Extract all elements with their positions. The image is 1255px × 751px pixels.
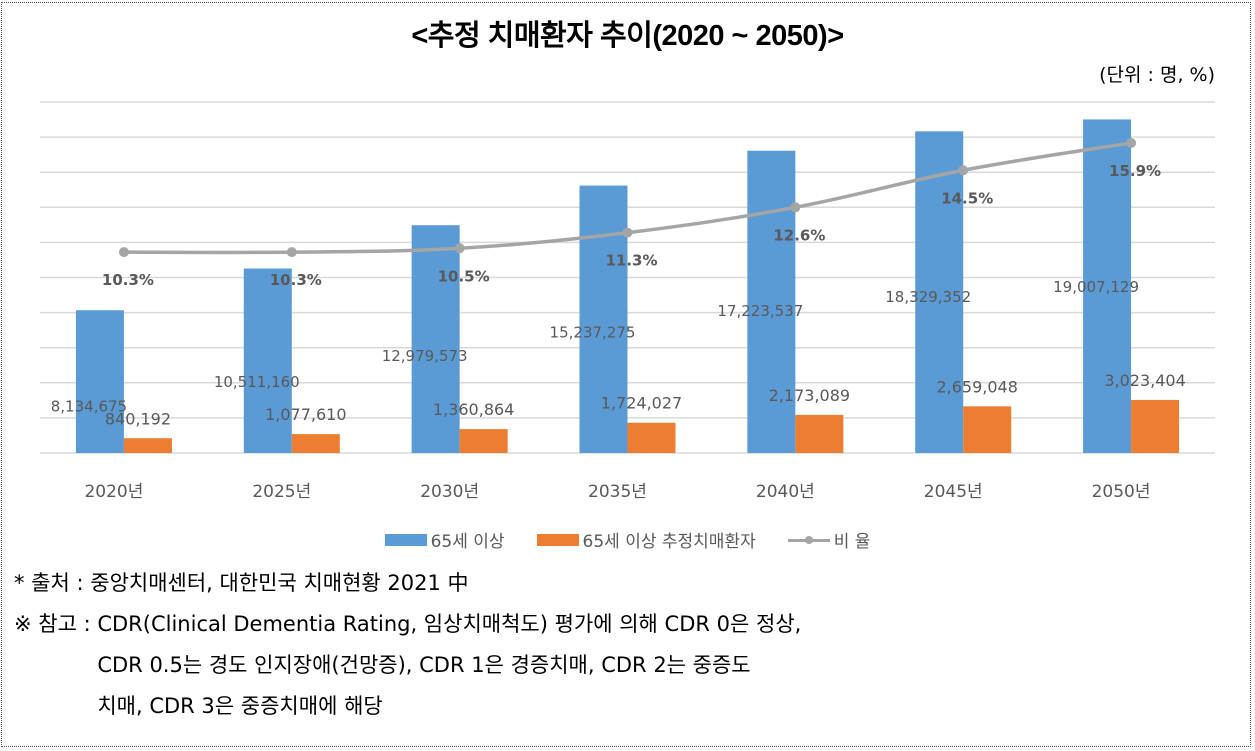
reference-prefix: ※ 참고 : [14, 612, 98, 636]
legend-swatch-blue [384, 533, 427, 546]
legend-label: 65세 이상 [430, 532, 505, 552]
bar-65plus [75, 310, 124, 453]
data-label-ratio: 15.9% [1109, 162, 1161, 180]
legend-label: 비 율 [833, 532, 871, 552]
bar-65plus [411, 225, 460, 453]
bar-dementia [795, 414, 844, 453]
bar-dementia [123, 438, 172, 453]
bar-series [75, 119, 1180, 454]
data-label-dementia: 2,173,089 [769, 386, 850, 405]
ratio-marker [622, 227, 633, 238]
legend-item-65plus: 65세 이상 [384, 527, 505, 552]
reference-line: 치매, CDR 3은 중증치매에 해당 [97, 694, 383, 718]
legend-label: 65세 이상 추정치매환자 [582, 532, 756, 552]
data-label-65plus: 8,134,675 [51, 398, 127, 416]
x-tick-label: 2040년 [756, 482, 815, 502]
data-label-dementia: 840,192 [105, 409, 171, 428]
bar-dementia [627, 422, 676, 453]
data-label-dementia: 3,023,404 [1104, 371, 1185, 390]
ratio-marker [1126, 137, 1137, 148]
bar-65plus [915, 131, 964, 453]
data-label-65plus: 18,329,352 [885, 288, 971, 306]
data-label-ratio: 12.6% [773, 226, 825, 244]
data-label-dementia: 2,659,048 [936, 377, 1017, 396]
source-note: * 출처 : 중앙치매센터, 대한민국 치매현황 2021 中 [14, 563, 1244, 604]
legend-line-marker-icon [787, 534, 830, 546]
data-label-65plus: 12,979,573 [382, 347, 468, 365]
source-prefix: * 출처 : [14, 571, 91, 595]
x-tick-label: 2020년 [84, 482, 143, 502]
x-tick-label: 2025년 [252, 482, 311, 502]
data-label-dementia: 1,724,027 [601, 394, 682, 413]
bar-dementia [291, 434, 340, 453]
bar-dementia [459, 429, 508, 453]
ratio-marker [118, 247, 129, 258]
chart-title: <추정 치매환자 추이(2020 ~ 2050)> [411, 20, 844, 52]
legend-item-dementia: 65세 이상 추정치매환자 [536, 527, 756, 552]
data-label-ratio: 14.5% [941, 189, 993, 207]
reference-lines: CDR(Clinical Dementia Rating, 임상치매척도) 평가… [97, 604, 801, 727]
data-label-dementia: 1,077,610 [265, 405, 346, 424]
data-label-65plus: 10,511,160 [214, 373, 300, 391]
bar-65plus [243, 268, 292, 453]
x-tick-label: 2045년 [924, 482, 983, 502]
data-label-dementia: 1,360,864 [433, 400, 514, 419]
x-tick-label: 2050년 [1092, 482, 1151, 502]
reference-line: CDR(Clinical Dementia Rating, 임상치매척도) 평가… [97, 612, 802, 636]
bar-dementia [963, 406, 1012, 453]
data-label-ratio: 11.3% [605, 252, 657, 270]
legend-swatch-orange [536, 533, 579, 546]
ratio-marker [790, 202, 801, 213]
bar-65plus [747, 150, 796, 453]
data-label-65plus: 15,237,275 [550, 323, 636, 341]
bar-dementia [1131, 399, 1180, 453]
bar-65plus [1083, 119, 1132, 453]
data-label-65plus: 19,007,129 [1053, 278, 1139, 296]
ratio-marker [454, 243, 465, 254]
data-label-ratio: 10.5% [438, 267, 490, 285]
ratio-line-series [118, 137, 1137, 258]
legend-item-ratio: 비 율 [787, 527, 871, 552]
ratio-marker [958, 165, 969, 176]
ratio-marker [286, 247, 297, 258]
x-tick-label: 2035년 [588, 482, 647, 502]
bar-65plus [579, 185, 628, 454]
data-label-65plus: 17,223,537 [717, 302, 803, 320]
source-text: 중앙치매센터, 대한민국 치매현황 2021 中 [90, 571, 469, 595]
x-tick-label: 2030년 [420, 482, 479, 502]
x-axis-tick-labels: 2020년 2025년 2030년 2035년 2040년 2045년 2050년 [84, 482, 1150, 502]
reference-line: CDR 0.5는 경도 인지장애(건망증), CDR 1은 경증치매, CDR … [97, 653, 751, 677]
legend: 65세 이상 65세 이상 추정치매환자 비 율 [0, 527, 1255, 552]
reference-note: ※ 참고 : CDR(Clinical Dementia Rating, 임상치… [14, 604, 1244, 727]
footnotes: * 출처 : 중앙치매센터, 대한민국 치매현황 2021 中 ※ 참고 : C… [14, 563, 1244, 727]
data-label-ratio: 10.3% [102, 271, 154, 289]
unit-label: (단위 : 명, %) [1099, 64, 1215, 86]
data-label-ratio: 10.3% [270, 271, 322, 289]
